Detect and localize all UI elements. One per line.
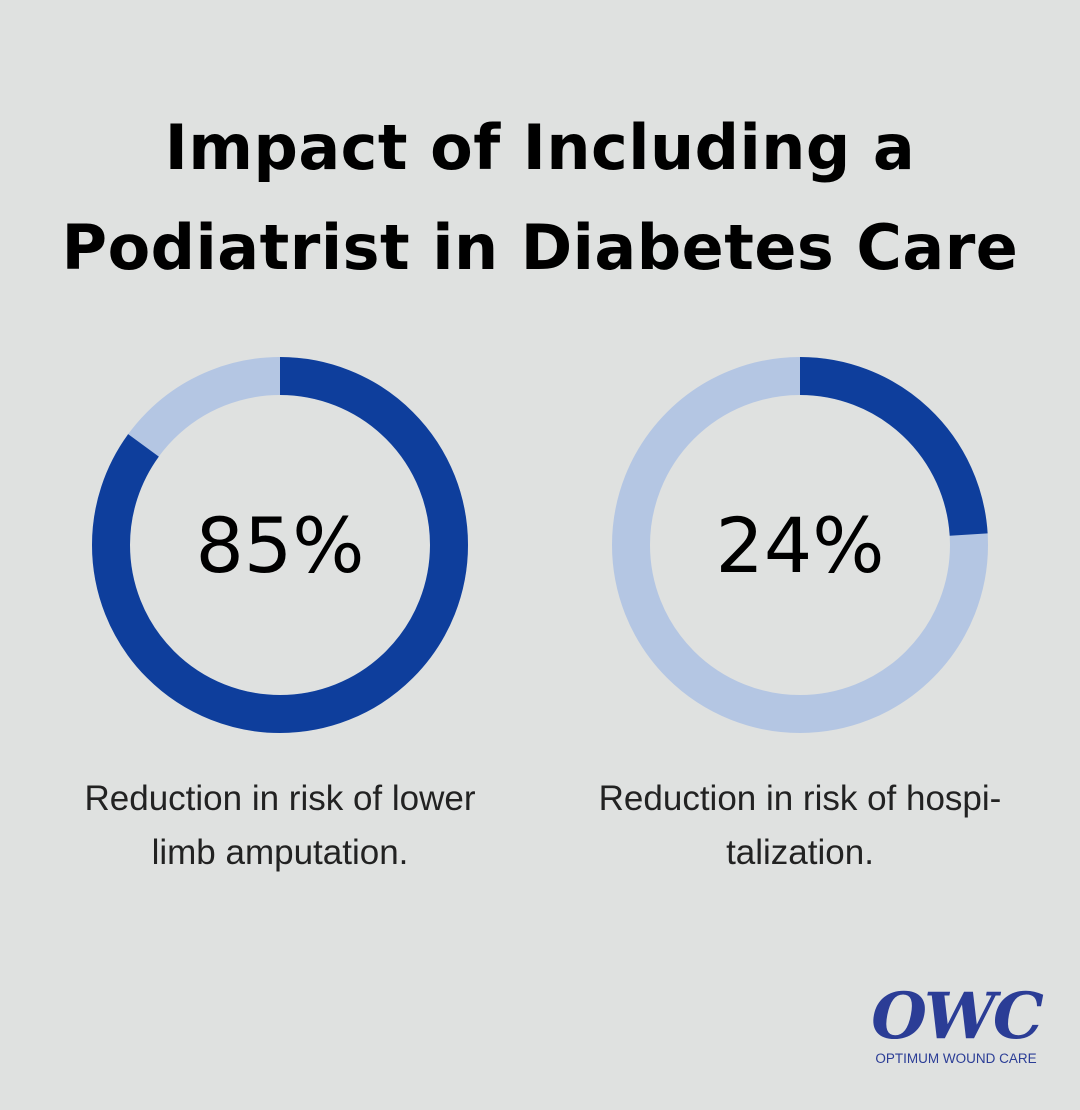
caption-amputation: Reduction in risk of lower limb amputatio… [20, 772, 540, 880]
donut-chart-amputation: 85% [90, 355, 470, 735]
logo-name: OPTIMUM WOUND CARE [875, 1051, 1037, 1066]
caption-line: Reduction in risk of lower [84, 779, 476, 818]
caption-line: limb amputation. [151, 833, 409, 872]
caption-hospitalization: Reduction in risk of hospi-talization. [540, 772, 1060, 880]
title-line-1: Impact of Including a [164, 111, 916, 184]
caption-line: talization. [726, 833, 874, 872]
percent-label: 85% [195, 500, 365, 590]
donut-chart-hospitalization: 24% [610, 355, 990, 735]
logo-mark: OWC [871, 979, 1044, 1054]
donut-value-arc [612, 357, 988, 733]
title-line-2: Podiatrist in Diabetes Care [61, 211, 1019, 284]
donut-value-arc [92, 357, 468, 733]
page-title: Impact of Including a Podiatrist in Diabe… [0, 98, 1080, 298]
caption-line: Reduction in risk of hospi- [598, 779, 1002, 818]
percent-label: 24% [715, 500, 885, 590]
owc-logo: OWC OPTIMUM WOUND CARE [866, 979, 1046, 1067]
